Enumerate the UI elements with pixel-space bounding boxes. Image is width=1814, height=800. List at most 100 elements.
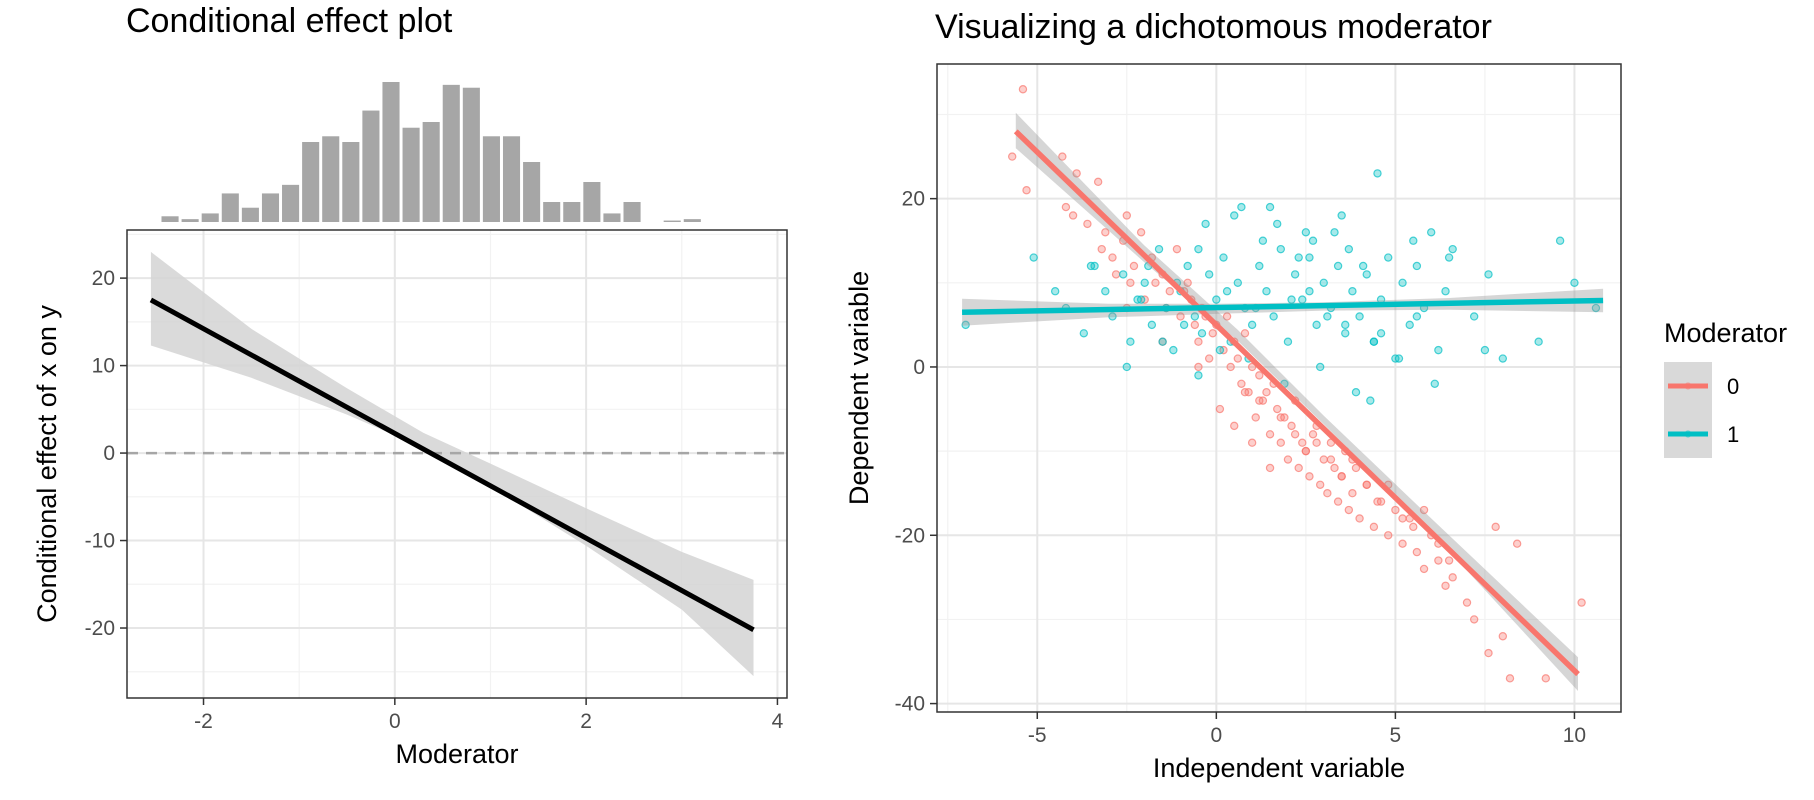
data-point <box>1312 320 1321 330</box>
data-point <box>1412 261 1422 271</box>
data-point <box>1201 219 1210 229</box>
data-point <box>1398 514 1407 523</box>
series-0-confidence-band <box>1015 112 1578 692</box>
data-point <box>1373 497 1382 506</box>
data-point <box>1119 270 1128 279</box>
histogram-bar <box>422 122 440 222</box>
data-point <box>1480 345 1490 355</box>
data-point <box>1233 278 1243 288</box>
data-point <box>1301 228 1311 237</box>
data-point <box>1591 303 1601 313</box>
data-point <box>1101 287 1110 296</box>
left-x-axis-title: Moderator <box>395 739 518 769</box>
histogram-bar <box>261 193 280 222</box>
data-point <box>1265 202 1275 212</box>
data-point <box>1022 186 1031 195</box>
right-x-axis-title: Independent variable <box>1153 753 1405 783</box>
data-point <box>1255 261 1264 271</box>
legend-key-point <box>1684 382 1692 390</box>
dichotomous-moderator-chart: -5 0 5 10 -40 -20 0 20 Independent variable Depen… <box>844 63 1622 783</box>
data-point <box>1158 337 1167 346</box>
moderator-histogram <box>161 82 701 222</box>
data-point <box>1172 244 1182 254</box>
data-point <box>1290 430 1300 439</box>
data-point <box>1305 253 1314 262</box>
histogram-bar <box>221 193 239 222</box>
data-point <box>1444 556 1454 565</box>
histogram-bar <box>462 87 480 222</box>
data-point <box>1326 455 1336 464</box>
histogram-bar <box>502 136 521 222</box>
data-point <box>1183 261 1192 271</box>
data-point <box>1273 219 1282 229</box>
data-point <box>1222 287 1232 296</box>
data-point <box>1208 329 1217 338</box>
right-y-tick-label: 20 <box>902 188 925 211</box>
data-point <box>1276 413 1285 422</box>
data-point <box>1058 152 1067 161</box>
data-point <box>1247 320 1257 330</box>
data-point <box>1394 354 1404 363</box>
data-point <box>1337 472 1346 481</box>
data-point <box>1190 320 1200 330</box>
data-point <box>1126 278 1135 288</box>
data-point <box>1262 287 1271 296</box>
data-point <box>1469 615 1479 624</box>
data-point <box>1398 539 1407 548</box>
left-y-tick-label: 0 <box>103 442 115 465</box>
data-point <box>1108 312 1117 321</box>
data-point <box>1283 455 1293 464</box>
histogram-bar <box>302 142 320 222</box>
data-point <box>1319 455 1328 464</box>
data-point <box>1412 312 1422 321</box>
left-panel-border <box>126 229 788 699</box>
data-point <box>1512 539 1522 548</box>
data-point <box>1305 472 1314 481</box>
data-point <box>1462 598 1472 607</box>
data-point <box>1179 320 1189 330</box>
data-point <box>1341 329 1350 338</box>
data-point <box>1204 270 1214 279</box>
right-x-tick-label: 5 <box>1390 724 1402 747</box>
histogram-bar <box>623 202 641 222</box>
data-point <box>1337 211 1346 220</box>
data-point <box>1362 480 1371 489</box>
data-point <box>1308 430 1318 439</box>
data-point <box>1276 244 1285 254</box>
data-point <box>1294 463 1303 473</box>
data-point <box>1441 581 1450 590</box>
data-point <box>1215 345 1225 355</box>
data-point <box>1262 388 1271 397</box>
data-point <box>1251 413 1260 422</box>
data-point <box>1491 522 1500 532</box>
data-point <box>1312 438 1321 447</box>
histogram-bar <box>161 216 179 222</box>
data-point <box>1409 522 1418 532</box>
histogram-bar <box>603 213 621 222</box>
data-point <box>1083 219 1092 229</box>
data-point <box>1008 152 1017 161</box>
legend-label: 0 <box>1727 374 1739 399</box>
data-point <box>1068 211 1078 220</box>
data-point <box>1111 270 1121 279</box>
left-y-tick-label: -10 <box>85 530 115 553</box>
data-point <box>1319 278 1328 288</box>
data-point <box>1484 648 1493 658</box>
data-point <box>1255 371 1264 380</box>
data-point <box>1344 244 1354 254</box>
histogram-bar <box>663 220 681 222</box>
data-point <box>1230 211 1239 220</box>
data-point <box>1348 287 1357 296</box>
data-point <box>1555 236 1565 245</box>
data-point <box>1505 674 1515 683</box>
data-point <box>1230 421 1239 431</box>
data-point <box>1369 522 1379 532</box>
right-x-tick-label: 10 <box>1563 724 1586 747</box>
data-point <box>1226 362 1235 372</box>
data-point <box>961 320 970 330</box>
data-point <box>1444 253 1454 262</box>
left-x-tick-label: 0 <box>389 710 401 733</box>
data-point <box>1183 278 1192 288</box>
histogram-bar <box>683 219 701 222</box>
